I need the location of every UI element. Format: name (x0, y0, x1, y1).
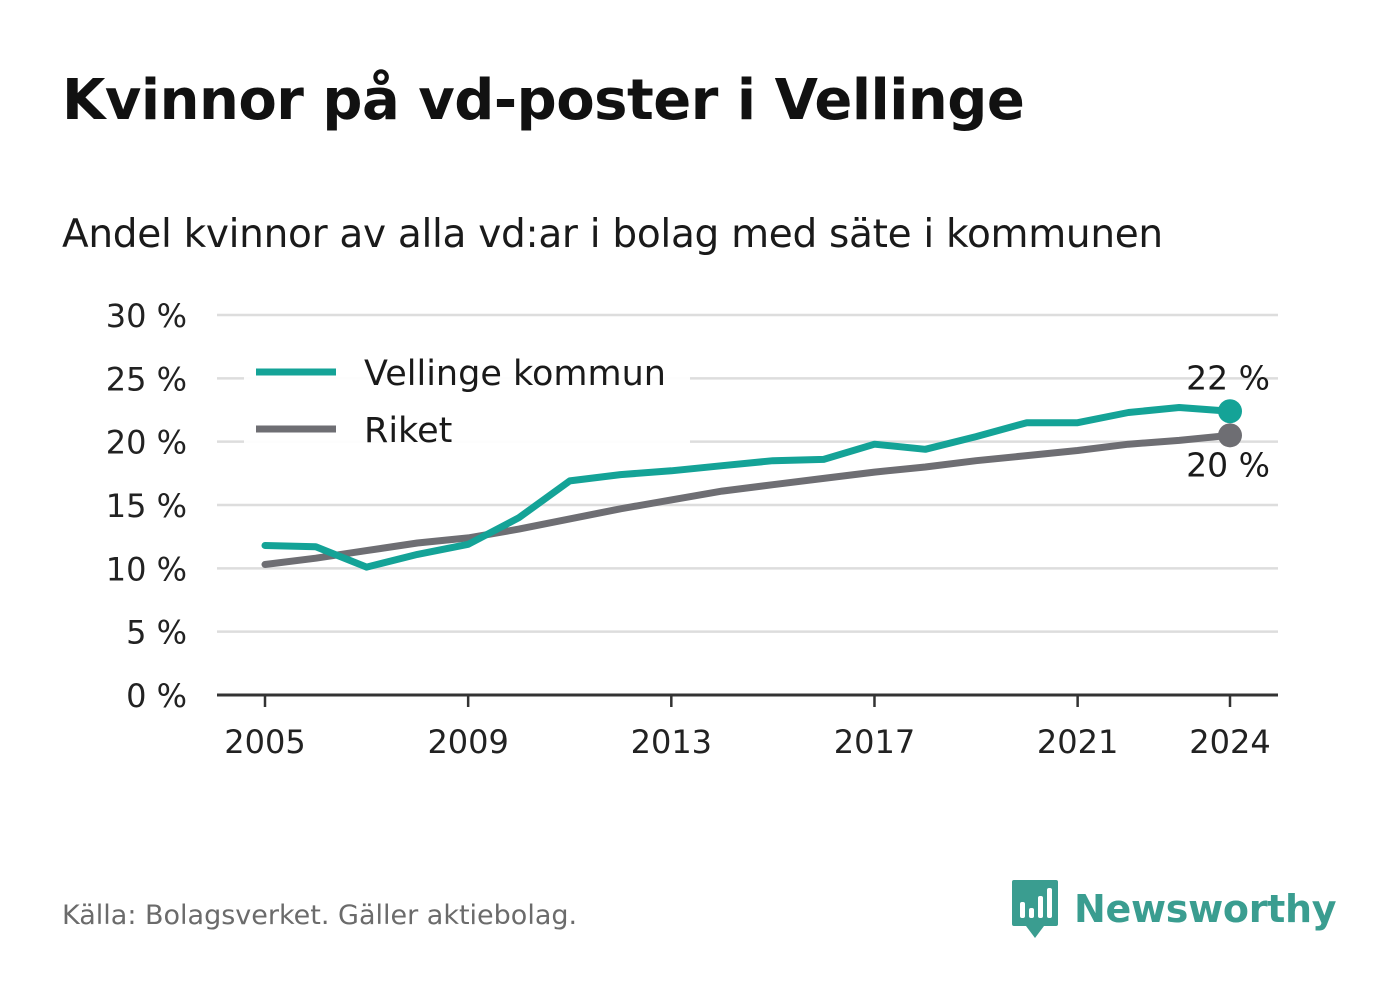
x-tick-label: 2021 (1037, 723, 1118, 761)
legend-label-riket: Riket (364, 411, 452, 451)
y-tick-label: 30 % (106, 297, 187, 335)
y-tick-label: 25 % (106, 360, 187, 398)
x-tick-label: 2005 (224, 723, 305, 761)
x-tick-label: 2024 (1189, 723, 1270, 761)
line-chart: 0 %5 %10 %15 %20 %25 %30 % 2005 2009 2013 2… (106, 297, 1278, 761)
legend-background (244, 346, 690, 450)
brand-logo: Newsworthy (1010, 878, 1337, 940)
chart-subtitle: Andel kvinnor av alla vd:ar i bolag med … (62, 212, 1163, 257)
source-note: Källa: Bolagsverket. Gäller aktiebolag. (62, 900, 578, 931)
y-tick-label: 10 % (106, 550, 187, 588)
y-tick-label: 5 % (126, 614, 187, 652)
end-point-vellinge (1218, 399, 1242, 424)
y-tick-label: 20 % (106, 424, 187, 462)
series-line-vellinge (261, 404, 1234, 571)
chart-title: Kvinnor på vd-poster i Vellinge (62, 68, 1025, 133)
series-line-riket (261, 431, 1234, 568)
brand-name: Newsworthy (1074, 887, 1337, 931)
end-label-vellinge: 22 % (1186, 358, 1270, 397)
y-tick-label: 15 % (106, 487, 187, 525)
end-points: 22 % 20 % (1186, 358, 1270, 484)
x-tick-label: 2009 (427, 723, 508, 761)
x-tick-label: 2013 (631, 723, 712, 761)
newsworthy-logo-icon (1012, 880, 1058, 938)
series-lines (261, 404, 1234, 571)
y-axis-ticks: 0 % 5 % 10 % 15 % 20 % 25 % 30 % (106, 297, 187, 715)
x-tick-label: 2017 (834, 723, 915, 761)
x-axis: 2005 2009 2013 2017 2021 2024 (217, 693, 1278, 761)
end-point-riket (1218, 423, 1242, 448)
end-label-riket: 20 % (1186, 445, 1270, 484)
y-tick-label: 0 % (126, 677, 187, 715)
legend-label-vellinge: Vellinge kommun (364, 354, 666, 394)
legend: Vellinge kommun Riket (244, 346, 690, 451)
